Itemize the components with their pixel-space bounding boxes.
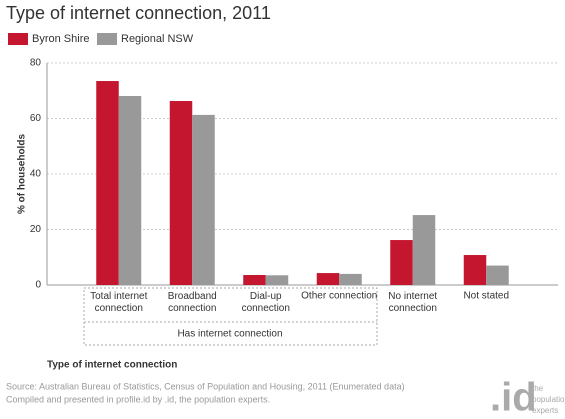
logo-text: the (532, 384, 544, 393)
group-label: Has internet connection (177, 329, 282, 340)
x-tick-label: No internet connection (388, 291, 437, 314)
x-tick-label: Broadband connection (168, 291, 217, 314)
logo-mark: .id (490, 376, 537, 419)
x-tick-label: Not stated (463, 291, 509, 302)
x-axis-label: Type of internet connection (47, 360, 177, 371)
x-tick-label: Dial-up connection (242, 291, 290, 314)
bar (412, 215, 436, 285)
group-box (83, 287, 378, 346)
x-tick-label: Other connection (301, 291, 377, 302)
bar (486, 265, 509, 285)
logo-text: experts (532, 406, 558, 415)
source: Compiled and presented in profile.id by … (6, 394, 270, 404)
chart-title: Type of internet connection, 2011 (6, 3, 271, 23)
y-axis-label: % of households (17, 134, 28, 214)
legend-label: Byron Shire (32, 33, 89, 45)
bar (169, 101, 193, 285)
bar (390, 240, 413, 285)
bar (96, 81, 119, 285)
legend-swatch (97, 33, 117, 45)
legend-swatch (8, 33, 28, 45)
bar (265, 275, 289, 285)
bar (463, 255, 487, 285)
y-tick-label: 20 (30, 224, 42, 235)
bar (339, 273, 362, 285)
bar (316, 273, 340, 285)
y-tick-label: 80 (30, 58, 42, 69)
y-tick-label: 40 (30, 169, 42, 180)
y-tick-label: 60 (30, 113, 42, 124)
bar (192, 114, 215, 285)
bar (118, 96, 142, 286)
logo-text: population (532, 395, 565, 404)
bar (243, 275, 266, 285)
legend-label: Regional NSW (121, 33, 194, 45)
x-tick-label: Total internet connection (90, 291, 147, 314)
source: Source: Australian Bureau of Statistics,… (6, 381, 405, 391)
y-tick-label: 0 (35, 280, 41, 291)
